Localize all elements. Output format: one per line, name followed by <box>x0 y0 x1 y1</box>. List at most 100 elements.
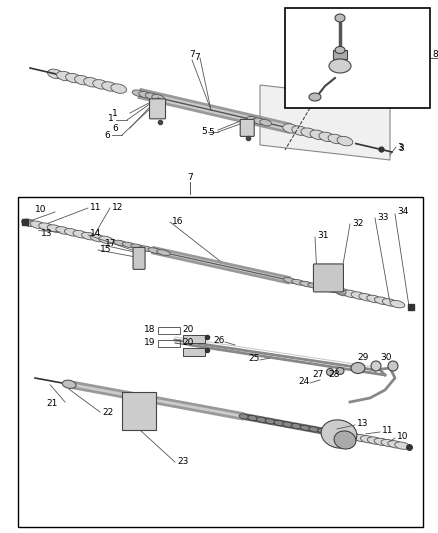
Ellipse shape <box>282 124 298 133</box>
Text: 11: 11 <box>90 203 101 212</box>
Ellipse shape <box>47 225 62 232</box>
Ellipse shape <box>265 419 275 424</box>
Ellipse shape <box>350 362 364 374</box>
Ellipse shape <box>145 93 158 100</box>
Text: 28: 28 <box>328 370 339 379</box>
Ellipse shape <box>317 429 327 434</box>
Ellipse shape <box>332 288 346 294</box>
Ellipse shape <box>324 287 337 293</box>
Ellipse shape <box>30 221 45 229</box>
Ellipse shape <box>84 77 99 87</box>
Ellipse shape <box>308 93 320 101</box>
Text: 20: 20 <box>182 338 193 348</box>
Text: 34: 34 <box>396 207 407 216</box>
FancyBboxPatch shape <box>133 247 145 269</box>
Text: 10: 10 <box>35 206 46 214</box>
Ellipse shape <box>326 368 333 376</box>
Ellipse shape <box>327 134 343 144</box>
Bar <box>18 197 422 527</box>
Ellipse shape <box>346 433 361 440</box>
FancyBboxPatch shape <box>240 119 254 136</box>
Ellipse shape <box>282 422 292 427</box>
Text: 1: 1 <box>108 114 114 123</box>
Ellipse shape <box>247 416 257 421</box>
FancyBboxPatch shape <box>149 99 165 119</box>
Bar <box>158 327 180 334</box>
Ellipse shape <box>156 249 170 255</box>
Text: 5: 5 <box>201 126 207 135</box>
Text: 32: 32 <box>351 219 363 228</box>
Text: 22: 22 <box>102 408 113 417</box>
Ellipse shape <box>253 118 265 124</box>
Text: 10: 10 <box>396 432 408 441</box>
Text: 13: 13 <box>40 229 52 238</box>
Text: 3: 3 <box>397 143 403 152</box>
Ellipse shape <box>56 227 71 234</box>
Ellipse shape <box>374 297 389 304</box>
Ellipse shape <box>335 367 343 375</box>
Text: 9: 9 <box>349 88 354 98</box>
Text: 7: 7 <box>189 50 194 59</box>
Text: 24: 24 <box>298 377 309 386</box>
Ellipse shape <box>360 435 374 443</box>
Ellipse shape <box>90 234 105 242</box>
Text: 4: 4 <box>357 50 362 59</box>
Text: 25: 25 <box>248 354 259 364</box>
Ellipse shape <box>350 292 365 300</box>
Text: 16: 16 <box>172 216 183 225</box>
Ellipse shape <box>259 119 271 126</box>
Ellipse shape <box>320 420 356 448</box>
Ellipse shape <box>309 130 325 140</box>
Text: 29: 29 <box>356 353 367 362</box>
Ellipse shape <box>246 116 258 123</box>
Bar <box>158 340 180 347</box>
Ellipse shape <box>138 92 151 98</box>
Ellipse shape <box>122 242 136 248</box>
Ellipse shape <box>387 441 402 448</box>
Text: 17: 17 <box>105 239 116 248</box>
Ellipse shape <box>307 283 321 289</box>
Ellipse shape <box>358 294 373 301</box>
Ellipse shape <box>283 278 297 284</box>
Ellipse shape <box>152 94 164 101</box>
Bar <box>183 335 205 343</box>
Ellipse shape <box>370 361 380 371</box>
Ellipse shape <box>64 229 79 236</box>
Text: 12: 12 <box>112 203 123 212</box>
Text: 26: 26 <box>213 336 225 345</box>
Ellipse shape <box>92 79 108 89</box>
Ellipse shape <box>328 59 350 73</box>
Ellipse shape <box>39 223 53 230</box>
Ellipse shape <box>373 438 388 446</box>
Ellipse shape <box>394 442 409 449</box>
Text: 6: 6 <box>104 131 110 140</box>
Ellipse shape <box>239 414 248 419</box>
Text: 7: 7 <box>187 174 192 182</box>
Ellipse shape <box>389 301 404 308</box>
Text: 8: 8 <box>431 50 437 59</box>
Ellipse shape <box>131 244 144 250</box>
Ellipse shape <box>334 14 344 22</box>
Ellipse shape <box>381 298 396 306</box>
Ellipse shape <box>334 46 344 53</box>
Ellipse shape <box>132 90 145 96</box>
Text: 15: 15 <box>100 246 111 254</box>
Ellipse shape <box>81 232 96 240</box>
Ellipse shape <box>110 84 126 93</box>
Ellipse shape <box>74 76 90 85</box>
Ellipse shape <box>318 132 334 142</box>
Text: 6: 6 <box>112 124 117 133</box>
Ellipse shape <box>336 136 352 146</box>
Ellipse shape <box>256 417 266 422</box>
Text: 11: 11 <box>381 426 392 435</box>
Bar <box>332 50 346 59</box>
Ellipse shape <box>47 69 63 79</box>
Polygon shape <box>259 85 389 160</box>
Ellipse shape <box>139 246 153 252</box>
Ellipse shape <box>291 126 307 135</box>
Text: 2: 2 <box>344 15 350 25</box>
Ellipse shape <box>62 380 76 389</box>
FancyBboxPatch shape <box>313 264 343 292</box>
Ellipse shape <box>380 439 395 447</box>
Ellipse shape <box>99 236 113 244</box>
